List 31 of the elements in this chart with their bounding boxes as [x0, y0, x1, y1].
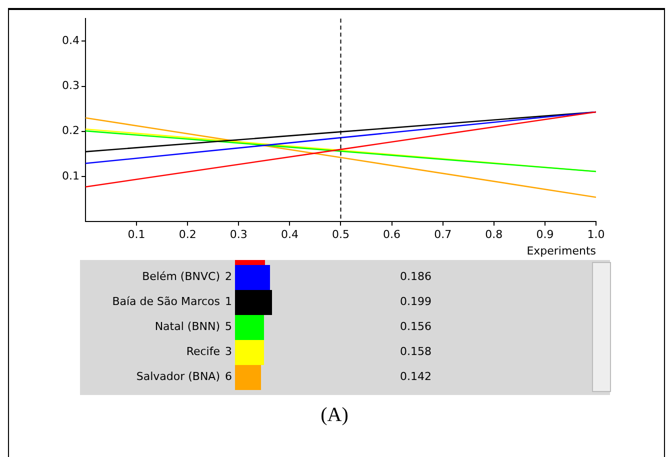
y-tick-label: 0.4 — [62, 34, 80, 48]
y-tick-label: 0.2 — [62, 124, 80, 138]
text: 6 — [225, 370, 232, 383]
text: 3 — [225, 345, 232, 358]
x-tick-label: 0.1 — [128, 228, 146, 242]
x-tick-label: 0.8 — [485, 228, 503, 242]
y-tick-label: 0.3 — [62, 79, 80, 92]
legend-label: Natal (BNN) — [154, 320, 220, 333]
legend-label: Belém (BNVC) — [142, 270, 220, 283]
x-tick-label: 0.2 — [178, 228, 196, 242]
text: 0.158 — [400, 345, 432, 358]
x-tick-label: 0.5 — [332, 228, 350, 242]
x-tick-label: 0.6 — [383, 228, 401, 242]
text: 0.156 — [400, 320, 432, 333]
y-tick-label: 0.1 — [62, 169, 80, 182]
text: (A) — [320, 404, 350, 427]
x-tick-label: 0.7 — [434, 228, 452, 242]
legend-label: Baía de São Marcos — [112, 295, 220, 308]
legend-label: Salvador (BNA) — [136, 370, 220, 383]
x-tick-label: 1.0 — [587, 228, 605, 242]
x-tick-label: 0.9 — [536, 228, 554, 242]
text: 1 — [225, 295, 232, 308]
x-axis-title: Experiments — [526, 244, 596, 258]
text: 0.142 — [400, 370, 432, 383]
text: 2 — [225, 270, 232, 283]
text: 0.199 — [400, 295, 432, 308]
text: 5 — [225, 320, 232, 333]
text: 0.186 — [400, 270, 432, 283]
x-tick-label: 0.3 — [230, 228, 248, 242]
legend-label: Recife — [186, 345, 220, 358]
x-tick-label: 0.4 — [280, 228, 298, 242]
